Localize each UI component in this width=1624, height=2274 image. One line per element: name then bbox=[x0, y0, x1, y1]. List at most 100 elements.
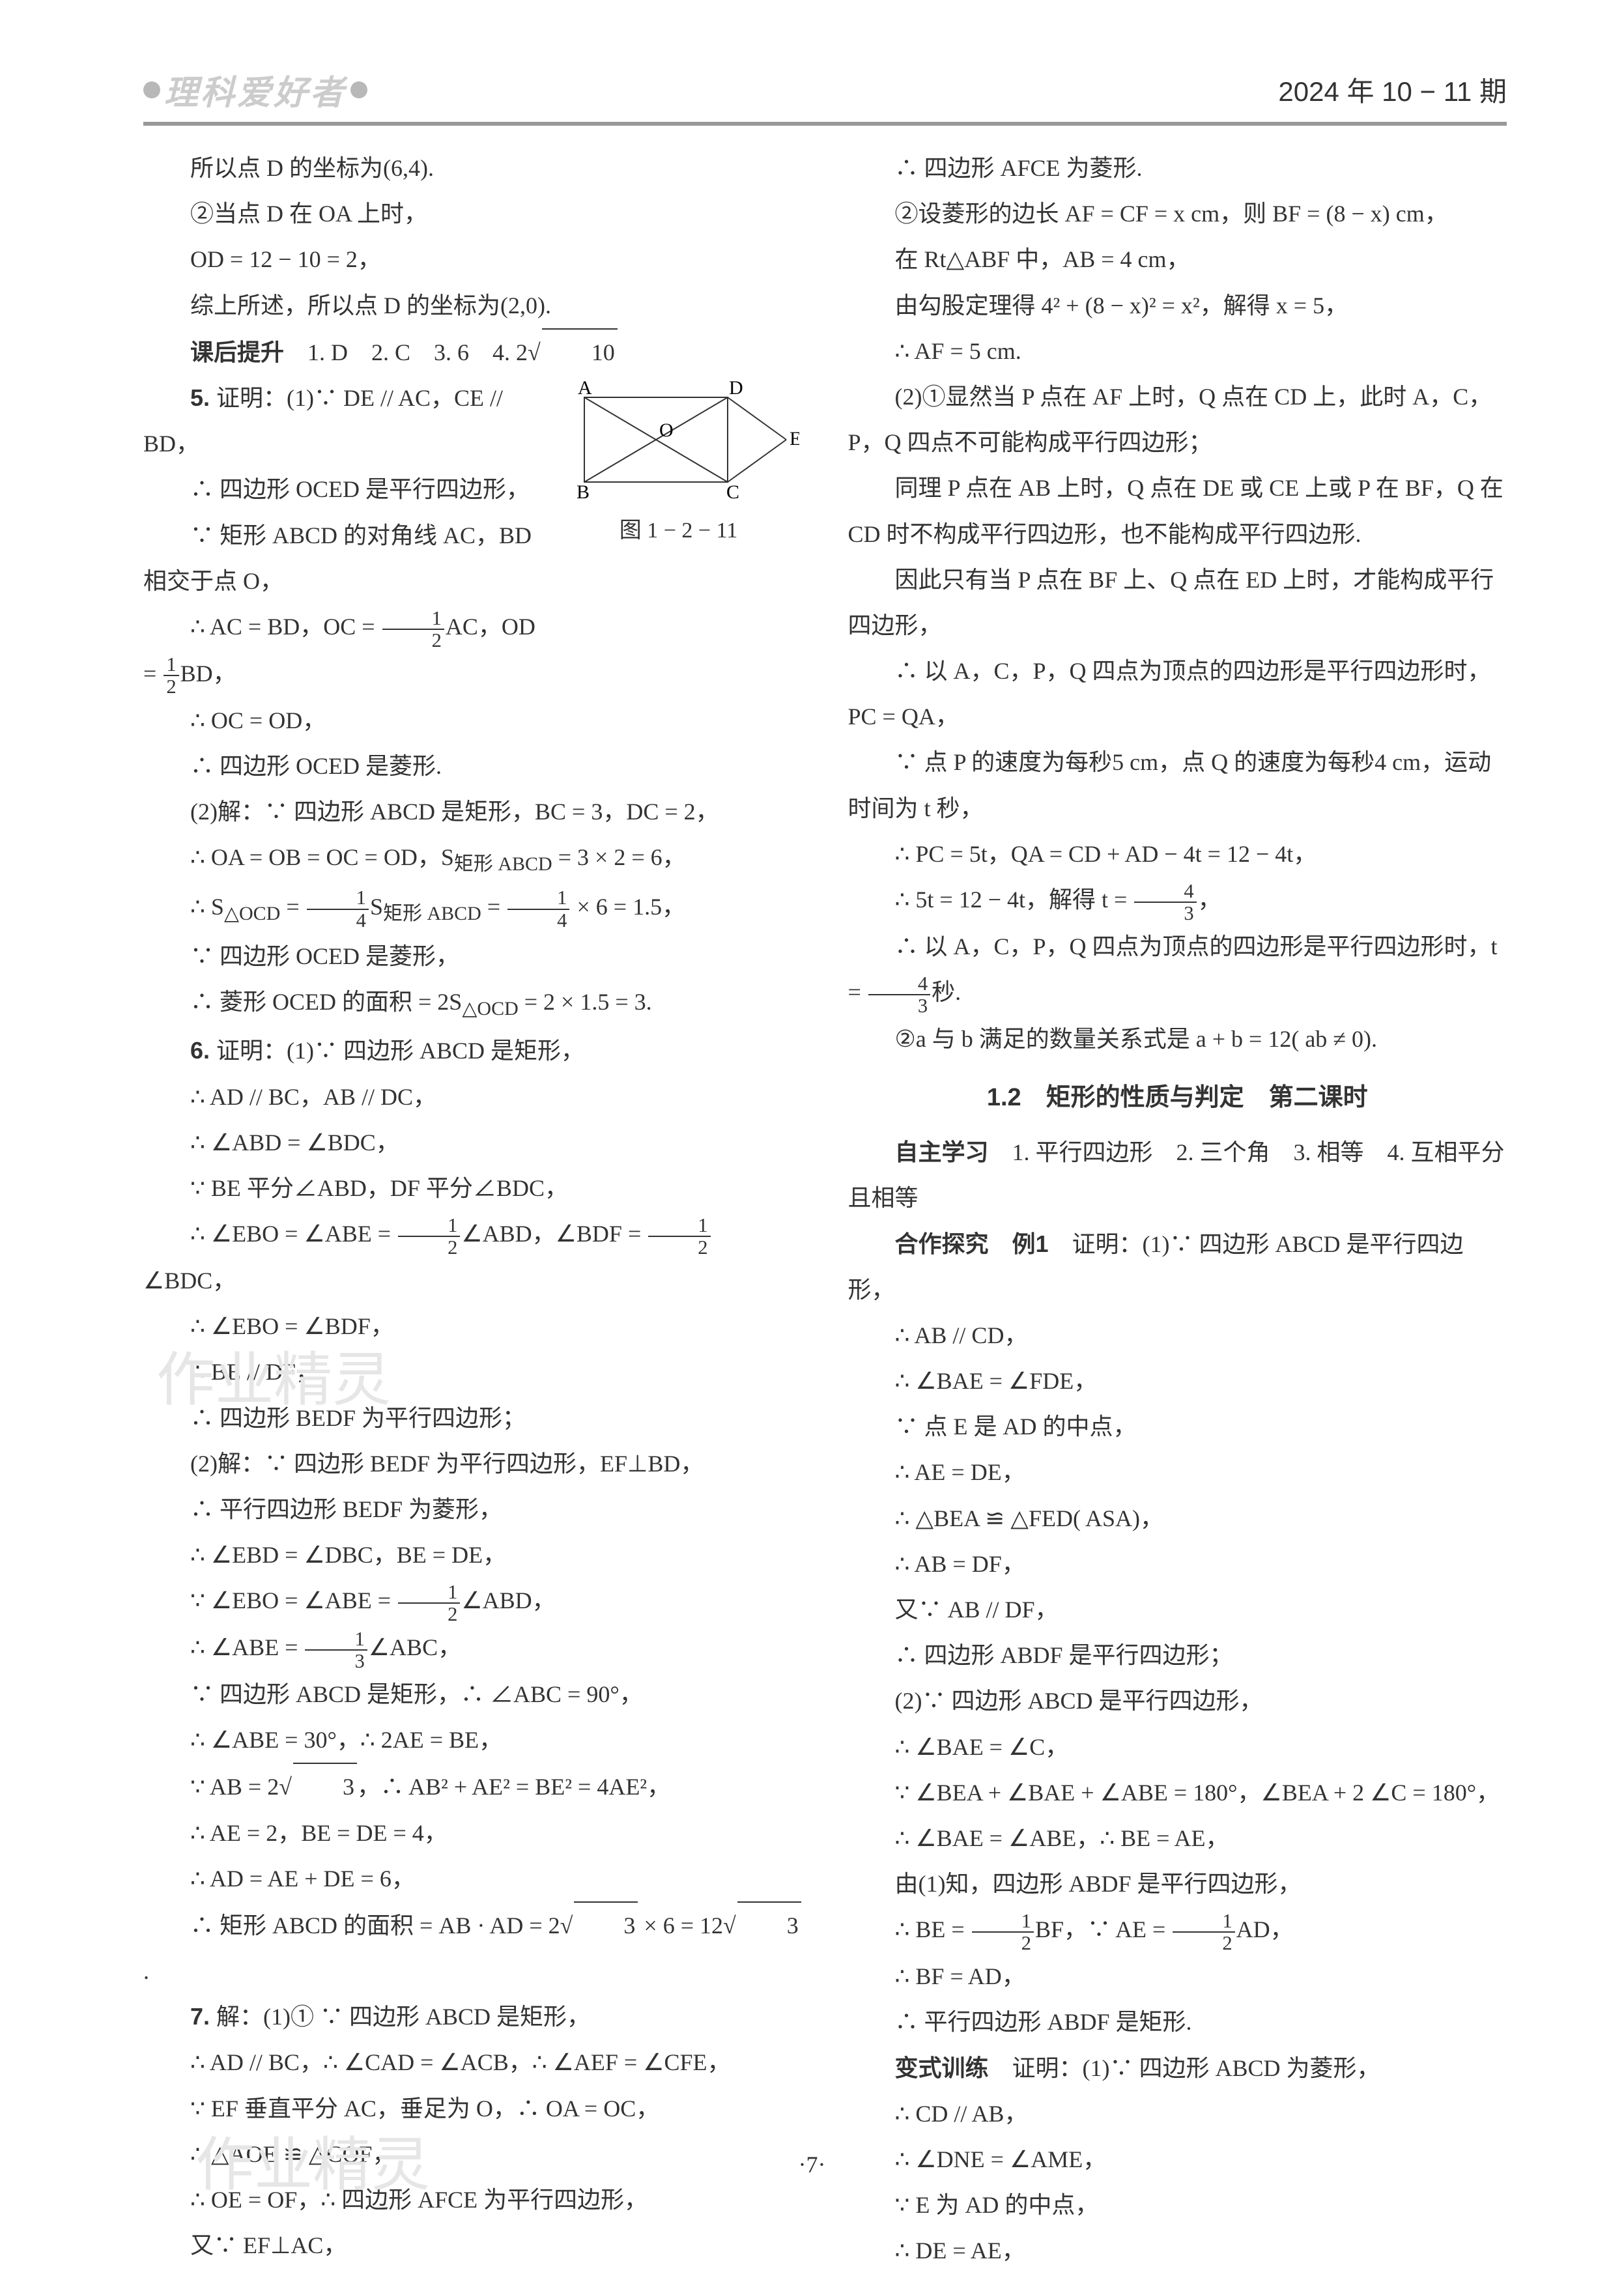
brand-text: 理科爱好者 bbox=[164, 65, 347, 114]
r-p12fn: 4 bbox=[1134, 881, 1196, 903]
l-p30b: ∠ABC， bbox=[369, 1634, 461, 1660]
r-p12f: 43 bbox=[1134, 881, 1196, 924]
r-p35: ∴ ∠DNE = ∠AME， bbox=[848, 2137, 1507, 2182]
left-column: 所以点 D 的坐标为(6,4). ②当点 D 在 OA 上时， OD = 12 … bbox=[143, 145, 803, 2274]
r-p22: ∴ AB = DF， bbox=[848, 1541, 1507, 1587]
r-p28: ∴ ∠BAE = ∠ABE，∴ BE = AE， bbox=[848, 1815, 1507, 1861]
r-p24: ∴ 四边形 ABDF 是平行四边形； bbox=[848, 1632, 1507, 1678]
r-p06: (2)①显然当 P 点在 AF 上时，Q 点在 CD 上，此时 A，C，P，Q … bbox=[848, 374, 1507, 465]
r-p32: ∴ 平行四边形 ABDF 是矩形. bbox=[848, 1999, 1507, 2045]
l-p21: ∵ BE 平分∠ABD，DF 平分∠BDC， bbox=[143, 1165, 803, 1211]
l-p14a: ∴ OA = OB = OC = OD，S bbox=[190, 844, 454, 870]
figure-caption: 图 1 − 2 − 11 bbox=[555, 509, 803, 552]
fig-lbl-o: O bbox=[659, 419, 674, 441]
l-p39: ∵ EF 垂直平分 AC，垂足为 O，∴ OA = OC， bbox=[143, 2086, 803, 2131]
l-p19: ∴ AD // BC，AB // DC， bbox=[143, 1074, 803, 1120]
l-p15f1n: 1 bbox=[307, 887, 369, 909]
l-p15e: × 6 = 1.5， bbox=[571, 894, 685, 920]
r-p23: 又∵ AB // DF， bbox=[848, 1587, 1507, 1632]
l-p05b: 1. D 2. C 3. 6 4. 2 bbox=[284, 339, 528, 365]
r-p16a: 合作探究 例1 bbox=[895, 1230, 1049, 1257]
l-p17: ∴ 菱形 OCED 的面积 = 2S△OCD = 2 × 1.5 = 3. bbox=[143, 979, 803, 1029]
l-p18: 6. 证明：(1)∵ 四边形 ABCD 是矩形， bbox=[143, 1028, 803, 1073]
r-p07: 同理 P 点在 AB 上时，Q 点在 DE 或 CE 上或 P 在 BF，Q 在… bbox=[848, 465, 1507, 556]
l-p14sub: 矩形 ABCD bbox=[454, 853, 552, 875]
l-p38: ∴ AD // BC，∴ ∠CAD = ∠ACB，∴ ∠AEF = ∠CFE， bbox=[143, 2039, 803, 2085]
page-number: ·7· bbox=[799, 2151, 826, 2178]
right-column: ∴ 四边形 AFCE 为菱形. ②设菱形的边长 AF = CF = x cm，则… bbox=[848, 145, 1507, 2274]
fig-lbl-d: D bbox=[729, 378, 743, 399]
l-p32: ∴ ∠ABE = 30°，∴ 2AE = BE， bbox=[143, 1717, 803, 1763]
geometry-figure: A D B C E O bbox=[558, 378, 799, 508]
l-p26: (2)解：∵ 四边形 BEDF 为平行四边形，EF⊥BD， bbox=[143, 1441, 803, 1486]
issue-label: 2024 年 10 − 11 期 bbox=[1278, 70, 1507, 109]
l-p22: ∴ ∠EBO = ∠ABE = 12∠ABD，∠BDF = 12∠BDC， bbox=[143, 1211, 803, 1303]
l-p36a: ∴ 矩形 ABCD 的面积 = AB · AD = 2 bbox=[190, 1912, 560, 1939]
r-p30a: ∴ BE = bbox=[895, 1916, 971, 1942]
r-p33b: 证明：(1)∵ 四边形 ABCD 为菱形， bbox=[989, 2055, 1380, 2081]
l-p02: ②当点 D 在 OA 上时， bbox=[143, 191, 803, 236]
l-p33rad bbox=[279, 1774, 292, 1800]
r-p25: (2)∵ 四边形 ABCD 是平行四边形， bbox=[848, 1678, 1507, 1724]
l-p15f1d: 4 bbox=[307, 910, 369, 931]
r-p16: 合作探究 例1 证明：(1)∵ 四边形 ABCD 是平行四边形， bbox=[848, 1221, 1507, 1313]
r-p18: ∴ ∠BAE = ∠FDE， bbox=[848, 1358, 1507, 1404]
l-p09: ∴ AC = BD，OC = 12AC，OD bbox=[143, 604, 803, 651]
r-p30f1n: 1 bbox=[972, 1911, 1034, 1933]
l-p36: ∴ 矩形 ABCD 的面积 = AB · AD = 23 × 6 = 123. bbox=[143, 1901, 803, 1994]
l-p10a: = bbox=[143, 661, 162, 687]
l-p09-d: 2 bbox=[382, 630, 444, 651]
l-p05: 课后提升 1. D 2. C 3. 6 4. 210 bbox=[143, 328, 803, 375]
r-p33a: 变式训练 bbox=[895, 2054, 989, 2081]
brand-dot-left bbox=[143, 81, 160, 98]
l-p15f1: 14 bbox=[307, 887, 369, 930]
content-columns: 所以点 D 的坐标为(6,4). ②当点 D 在 OA 上时， OD = 12 … bbox=[143, 145, 1507, 2274]
l-p15f2n: 1 bbox=[507, 887, 569, 909]
l-p11: ∴ OC = OD， bbox=[143, 698, 803, 743]
brand-dot-right bbox=[350, 81, 367, 98]
l-p36s1: 3 bbox=[574, 1901, 638, 1948]
l-p09-n: 1 bbox=[382, 608, 444, 630]
r-p11: ∴ PC = 5t，QA = CD + AD − 4t = 12 − 4t， bbox=[848, 831, 1507, 877]
l-p30f: 13 bbox=[305, 1628, 367, 1671]
r-p15a: 自主学习 bbox=[895, 1139, 989, 1165]
l-p29fd: 2 bbox=[398, 1604, 460, 1625]
l-p36r2 bbox=[723, 1912, 736, 1939]
r-p30f2: 12 bbox=[1173, 1911, 1234, 1954]
l-p29b: ∠ABD， bbox=[461, 1587, 555, 1613]
figure-container: A D B C E O 图 1 − 2 − 11 bbox=[555, 378, 803, 552]
fig-lbl-b: B bbox=[577, 481, 590, 503]
r-p01: ∴ 四边形 AFCE 为菱形. bbox=[848, 145, 1507, 191]
l-p22b: ∠ABD，∠BDF = bbox=[461, 1221, 647, 1247]
r-p13b: 秒. bbox=[932, 979, 961, 1005]
r-p05: ∴ AF = 5 cm. bbox=[848, 328, 1507, 374]
l-p05a: 课后提升 bbox=[190, 339, 284, 365]
l-p36c: . bbox=[143, 1958, 149, 1984]
l-p35: ∴ AD = AE + DE = 6， bbox=[143, 1856, 803, 1901]
r-p17: ∴ AB // CD， bbox=[848, 1313, 1507, 1358]
r-p37: ∴ DE = AE， bbox=[848, 2228, 1507, 2273]
r-p30f1: 12 bbox=[972, 1911, 1034, 1954]
l-p33: ∵ AB = 23，∴ AB² + AE² = BE² = 4AE²， bbox=[143, 1763, 803, 1810]
l-p29f: 12 bbox=[398, 1582, 460, 1625]
l-p22a: ∴ ∠EBO = ∠ABE = bbox=[190, 1221, 397, 1247]
l-p30fn: 1 bbox=[305, 1628, 367, 1651]
l-p15f2d: 4 bbox=[507, 910, 569, 931]
l-p09a: ∴ AC = BD，OC = bbox=[190, 614, 381, 640]
l-p14b: = 3 × 2 = 6， bbox=[552, 844, 686, 870]
r-p10: ∵ 点 P 的速度为每秒5 cm，点 Q 的速度为每秒4 cm，运动时间为 t … bbox=[848, 739, 1507, 831]
l-p17a: ∴ 菱形 OCED 的面积 = 2S bbox=[190, 989, 462, 1015]
r-p34: ∴ CD // AB， bbox=[848, 2091, 1507, 2137]
section-title: 1.2 矩形的性质与判定 第二课时 bbox=[848, 1073, 1507, 1122]
r-p31: ∴ BF = AD， bbox=[848, 1954, 1507, 1999]
fig-de bbox=[728, 397, 786, 440]
r-p13f: 43 bbox=[868, 973, 930, 1016]
brand: 理科爱好者 bbox=[143, 65, 367, 114]
l-p22f1n: 1 bbox=[398, 1215, 460, 1237]
l-p22f1d: 2 bbox=[398, 1237, 460, 1258]
l-p15a: ∴ S bbox=[190, 894, 224, 920]
l-p17sub: △OCD bbox=[462, 998, 518, 1019]
l-p05-rad bbox=[528, 339, 541, 365]
r-p03: 在 Rt△ABF 中，AB = 4 cm， bbox=[848, 236, 1507, 282]
l-p13: (2)解：∵ 四边形 ABCD 是矩形，BC = 3，DC = 2， bbox=[143, 789, 803, 834]
